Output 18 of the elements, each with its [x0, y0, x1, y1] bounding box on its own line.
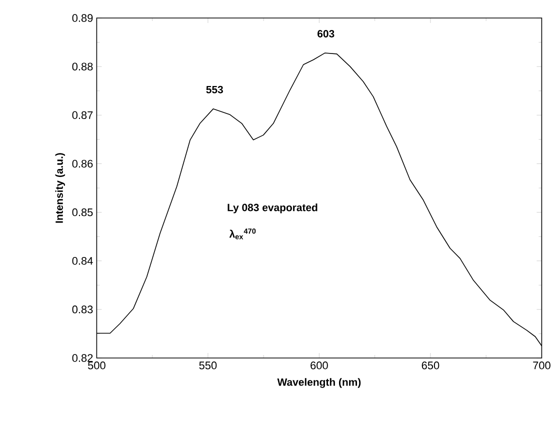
x-tick-label: 500 [88, 362, 106, 370]
y-tick-label: 0.88 [72, 62, 93, 70]
y-tick-label: 0.83 [72, 306, 93, 314]
x-tick-label: 600 [310, 362, 328, 370]
annotation: 603 [318, 30, 334, 38]
y-tick-label: 0.82 [72, 354, 93, 362]
y-tick-label: 0.84 [72, 256, 93, 265]
annotation: 553 [206, 86, 223, 94]
x-axis-title: Wavelength (nm) [277, 378, 361, 388]
y-tick-label: 0.89 [72, 14, 93, 22]
x-tick-label: 550 [199, 362, 217, 370]
y-tick-label: 0.87 [72, 111, 93, 120]
annotation: Ly 083 evaporated [228, 204, 318, 214]
y-axis-title: Intensity (a.u.) [55, 153, 66, 223]
x-tick-label: 700 [533, 362, 550, 370]
x-tick-label: 650 [422, 362, 440, 370]
y-tick-label: 0.85 [72, 208, 93, 216]
y-tick-label: 0.86 [72, 160, 93, 168]
